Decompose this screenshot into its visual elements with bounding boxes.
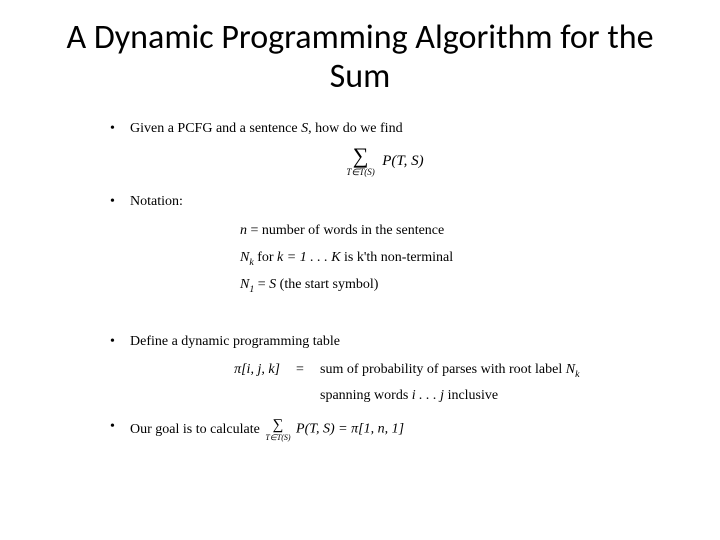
Nk-var: Nk [240, 250, 254, 265]
dp-row1: π[i, j, k] = sum of probability of parse… [130, 358, 640, 383]
inline-sum: ∑T∈T(S) [265, 418, 290, 442]
notation-line1: n = number of words in the sentence [240, 218, 640, 245]
n-def: = number of words in the sentence [247, 223, 444, 238]
nk-for: for [254, 250, 277, 265]
dp-row2: spanning words i . . . j inclusive [130, 384, 640, 408]
slide: A Dynamic Programming Algorithm for the … [0, 0, 720, 540]
bullet-list: Given a PCFG and a sentence S, how do we… [108, 120, 640, 441]
dp-label: Define a dynamic programming table [130, 334, 340, 349]
notation-line3: N1 = S (the start symbol) [240, 272, 640, 299]
bullet-notation: Notation: n = number of words in the sen… [108, 193, 640, 299]
dp-rhs1-Nk: Nk [566, 362, 580, 377]
bullet-goal: Our goal is to calculate ∑T∈T(S) P(T, S)… [108, 418, 640, 442]
sigma-icon: ∑ [346, 145, 374, 167]
big-sum: ∑ T∈T(S) [346, 145, 374, 177]
slide-content: Given a PCFG and a sentence S, how do we… [40, 120, 680, 441]
pi-lhs: π[i, j, k] [130, 358, 280, 382]
dp-rhs2-c: inclusive [444, 388, 498, 403]
notation-line2: Nk for k = 1 . . . K is k'th non-termina… [240, 245, 640, 272]
bullet-given: Given a PCFG and a sentence S, how do we… [108, 120, 640, 177]
dp-block: π[i, j, k] = sum of probability of parse… [130, 358, 640, 407]
slide-title: A Dynamic Programming Algorithm for the … [40, 18, 680, 96]
goal-prefix: Our goal is to calculate [130, 422, 263, 437]
n-var: n [240, 223, 247, 238]
bullet1-suffix: , how do we find [308, 121, 403, 136]
sum-body: P(T, S) [382, 153, 423, 169]
n1-eq: = [254, 277, 269, 292]
bullet-dptable: Define a dynamic programming table π[i, … [108, 333, 640, 407]
sum-subscript: T∈T(S) [346, 168, 374, 177]
dp-rhs2: spanning words i . . . j inclusive [320, 384, 640, 408]
bullet1-prefix: Given a PCFG and a sentence [130, 121, 301, 136]
sum-display: ∑ T∈T(S) P(T, S) [130, 145, 640, 177]
dp-rhs2-a: spanning words [320, 388, 412, 403]
notation-label: Notation: [130, 194, 183, 209]
dp-rhs2-range: i . . . j [412, 388, 444, 403]
k-range: k = 1 . . . K [277, 250, 341, 265]
dp-rhs1-text: sum of probability of parses with root l… [320, 362, 566, 377]
goal-body: P(T, S) = π[1, n, 1] [293, 421, 404, 436]
N1-var: N1 [240, 277, 254, 292]
nk-def: is k'th non-terminal [341, 250, 454, 265]
n1-def: (the start symbol) [276, 277, 378, 292]
pi-eq: = [280, 358, 320, 382]
inline-sigma-icon: ∑ [265, 418, 290, 433]
notation-block: n = number of words in the sentence Nk f… [130, 218, 640, 299]
inline-sum-sub: T∈T(S) [265, 434, 290, 442]
dp-rhs1: sum of probability of parses with root l… [320, 358, 640, 383]
